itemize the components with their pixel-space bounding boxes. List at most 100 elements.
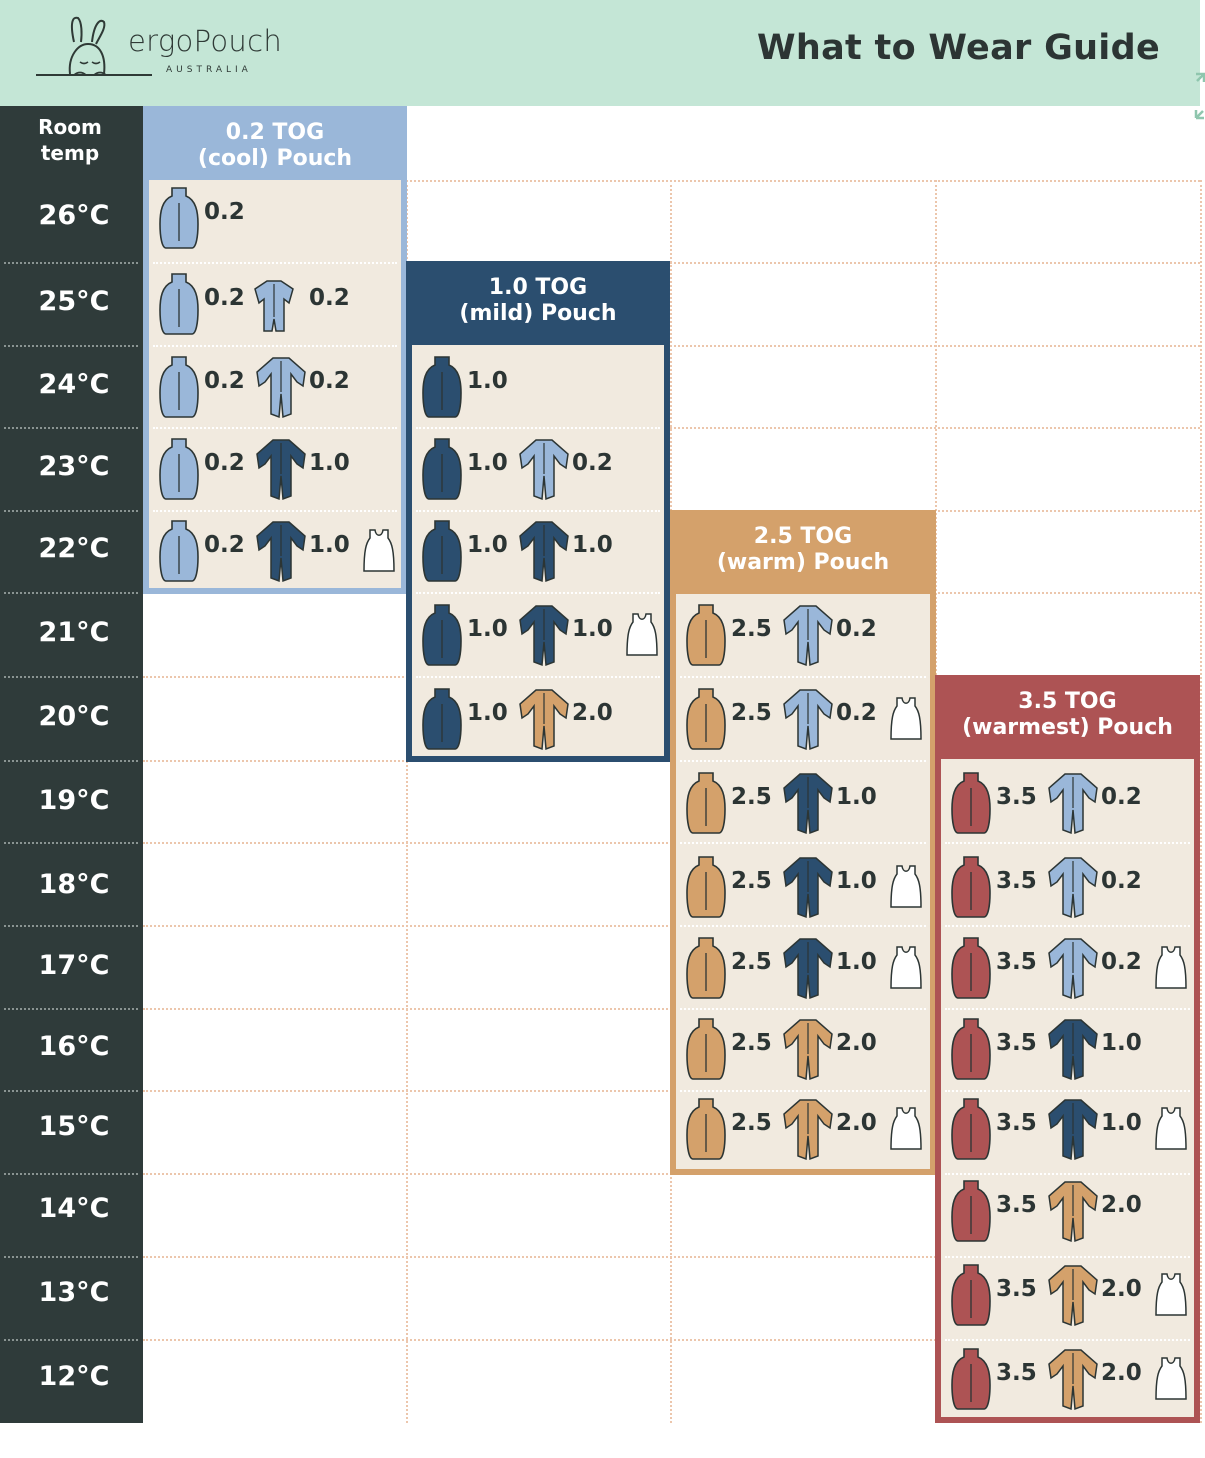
tog-value: 2.5 bbox=[731, 949, 772, 975]
temp-divider bbox=[4, 1173, 138, 1175]
shortie-icon bbox=[253, 275, 295, 339]
pouch-icon bbox=[420, 354, 464, 424]
temp-label: 19°C bbox=[38, 785, 110, 816]
outfit-row: 2.5 0.2 bbox=[684, 602, 926, 668]
outfit-row: 1.0 2.0 bbox=[420, 686, 660, 752]
row-divider bbox=[153, 345, 397, 347]
tog-value: 1.0 bbox=[467, 450, 508, 476]
pouch-icon bbox=[157, 518, 201, 588]
tog-value: 1.0 bbox=[572, 616, 613, 642]
row-divider bbox=[945, 1256, 1190, 1258]
row-divider bbox=[680, 1090, 926, 1092]
tog-value: 2.5 bbox=[731, 1110, 772, 1136]
pouch-icon bbox=[420, 602, 464, 672]
tog-value: 0.2 bbox=[1101, 784, 1142, 810]
outfit-row: 1.0 1.0 bbox=[420, 602, 660, 668]
row-divider bbox=[945, 925, 1190, 927]
temp-divider bbox=[4, 1090, 138, 1092]
header-banner: ergoPouch AUSTRALIA What to Wear Guide bbox=[0, 0, 1200, 106]
grid-line bbox=[1200, 180, 1202, 1423]
row-divider bbox=[680, 842, 926, 844]
row-divider bbox=[680, 925, 926, 927]
pouch-icon bbox=[684, 1016, 728, 1086]
romper-icon bbox=[780, 602, 836, 672]
temp-label: 26°C bbox=[38, 200, 110, 231]
romper-icon bbox=[780, 770, 836, 840]
tog-value: 1.0 bbox=[467, 616, 508, 642]
tog-value: 3.5 bbox=[996, 1360, 1037, 1386]
romper-icon bbox=[253, 354, 309, 424]
tog-value: 1.0 bbox=[836, 868, 877, 894]
tog-value: 1.0 bbox=[309, 450, 350, 476]
grid-line bbox=[406, 180, 408, 1423]
tog-value: 3.5 bbox=[996, 868, 1037, 894]
tog-value: 2.5 bbox=[731, 1030, 772, 1056]
romper-icon bbox=[1045, 770, 1101, 840]
tog-panel-title: 2.5 TOG (warm) Pouch bbox=[716, 524, 890, 575]
tog-value: 3.5 bbox=[996, 1110, 1037, 1136]
temp-divider bbox=[4, 345, 138, 347]
outfit-row: 3.5 0.2 bbox=[949, 770, 1190, 836]
temp-divider bbox=[4, 510, 138, 512]
pouch-icon bbox=[949, 935, 993, 1005]
tog-value: 1.0 bbox=[1101, 1030, 1142, 1056]
tog-value: 1.0 bbox=[467, 700, 508, 726]
pouch-icon bbox=[157, 185, 201, 255]
tog-value: 1.0 bbox=[467, 368, 508, 394]
romper-icon bbox=[253, 518, 309, 588]
row-divider bbox=[945, 1090, 1190, 1092]
pouch-icon bbox=[420, 686, 464, 756]
romper-icon bbox=[516, 602, 572, 672]
singlet-icon bbox=[889, 944, 923, 996]
outfit-row: 1.0 bbox=[420, 354, 660, 420]
singlet-icon bbox=[889, 695, 923, 747]
brand-name: ergoPouch bbox=[128, 24, 283, 58]
row-divider bbox=[416, 427, 660, 429]
tog-value: 0.2 bbox=[204, 199, 245, 225]
outfit-row: 1.0 0.2 bbox=[420, 436, 660, 502]
outfit-row: 0.2 0.2 bbox=[157, 271, 397, 337]
temp-divider bbox=[4, 925, 138, 927]
outfit-row: 2.5 1.0 bbox=[684, 854, 926, 920]
tog-value: 0.2 bbox=[204, 368, 245, 394]
romper-icon bbox=[1045, 935, 1101, 1005]
singlet-icon bbox=[889, 1105, 923, 1157]
pouch-icon bbox=[684, 935, 728, 1005]
singlet-icon bbox=[1154, 1271, 1188, 1323]
singlet-icon bbox=[362, 527, 396, 579]
tog-panel-title: 3.5 TOG (warmest) Pouch bbox=[962, 689, 1173, 740]
row-divider bbox=[680, 760, 926, 762]
outfit-row: 3.5 1.0 bbox=[949, 1096, 1190, 1162]
pouch-icon bbox=[949, 1178, 993, 1248]
singlet-icon bbox=[1154, 944, 1188, 996]
tog-value: 3.5 bbox=[996, 1276, 1037, 1302]
outfit-row: 2.5 2.0 bbox=[684, 1096, 926, 1162]
temp-label: 14°C bbox=[38, 1193, 110, 1224]
pouch-icon bbox=[420, 518, 464, 588]
row-divider bbox=[416, 592, 660, 594]
outfit-row: 2.5 1.0 bbox=[684, 935, 926, 1001]
outfit-row: 0.2 1.0 bbox=[157, 518, 397, 584]
row-divider bbox=[153, 262, 397, 264]
temp-label: 15°C bbox=[38, 1111, 110, 1142]
tog-value: 3.5 bbox=[996, 1192, 1037, 1218]
pouch-icon bbox=[949, 1262, 993, 1332]
temp-label: 21°C bbox=[38, 617, 110, 648]
tog-value: 0.2 bbox=[309, 285, 350, 311]
outfit-row: 3.5 0.2 bbox=[949, 935, 1190, 1001]
tog-value: 2.0 bbox=[1101, 1360, 1142, 1386]
temp-divider bbox=[4, 1008, 138, 1010]
temp-divider bbox=[4, 760, 138, 762]
tog-value: 2.0 bbox=[836, 1110, 877, 1136]
outfit-row: 3.5 0.2 bbox=[949, 854, 1190, 920]
tog-panel-body: 1.0 1.0 0.2 1.0 1.0 1.0 1.0 1.0 2.0 bbox=[412, 345, 664, 756]
temp-label: 24°C bbox=[38, 369, 110, 400]
tog-value: 1.0 bbox=[467, 532, 508, 558]
pouch-icon bbox=[157, 436, 201, 506]
singlet-icon bbox=[1154, 1355, 1188, 1407]
row-divider bbox=[416, 676, 660, 678]
expand-icon[interactable] bbox=[1192, 72, 1205, 120]
tog-value: 0.2 bbox=[204, 450, 245, 476]
outfit-row: 3.5 2.0 bbox=[949, 1346, 1190, 1412]
room-temp-column: Room temp 26°C 25°C 24°C 23°C 22°C 21°C 20°C 19… bbox=[0, 106, 143, 1423]
